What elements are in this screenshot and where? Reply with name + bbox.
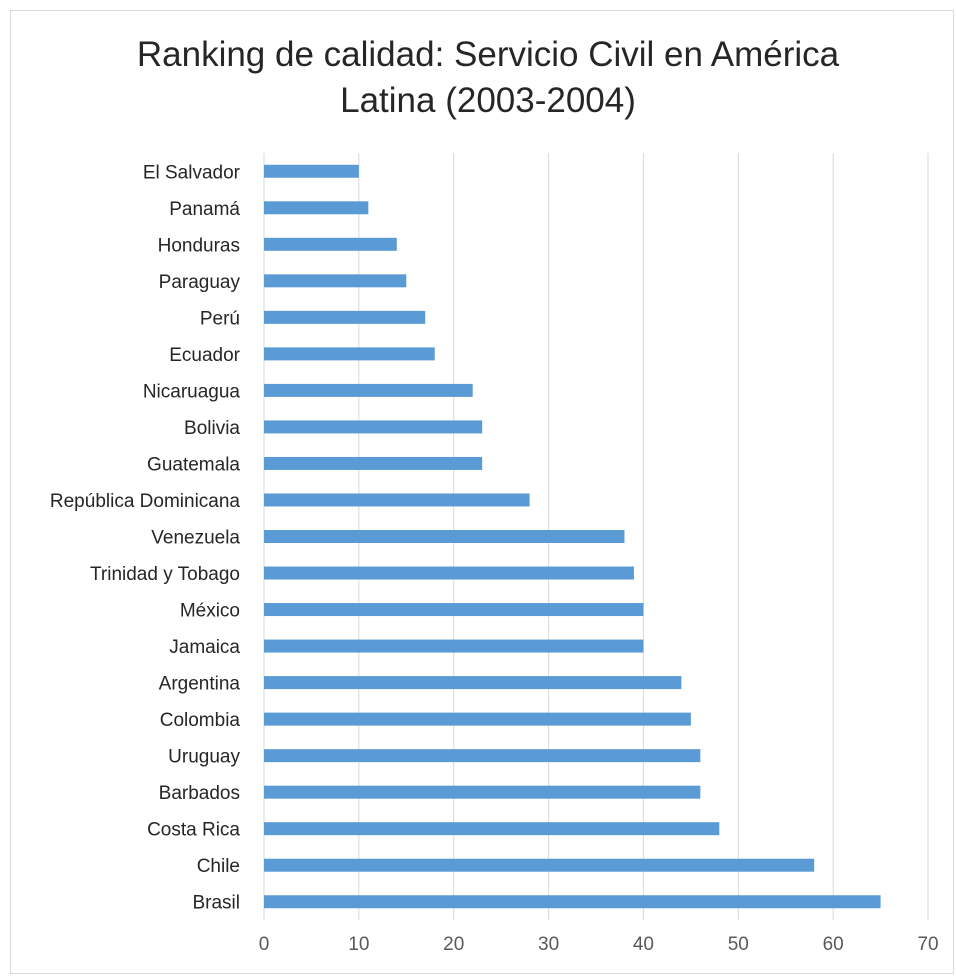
- bar-república-dominicana: [264, 493, 530, 507]
- category-label: Nicaruagua: [143, 381, 241, 402]
- x-tick-label: 50: [728, 934, 749, 955]
- category-label: México: [180, 601, 240, 622]
- bar-argentina: [264, 676, 682, 690]
- category-label: República Dominicana: [50, 491, 241, 512]
- bar-chile: [264, 858, 815, 872]
- category-label: Honduras: [158, 235, 240, 256]
- category-label: Perú: [200, 308, 240, 329]
- category-label: Paraguay: [159, 272, 241, 293]
- category-label: Chile: [197, 856, 240, 877]
- x-tick-labels: 0 10 20 30 40 50 60 70: [259, 934, 939, 955]
- category-label: Costa Rica: [147, 820, 240, 841]
- x-tick-label: 10: [348, 934, 369, 955]
- category-label: Ecuador: [169, 345, 240, 366]
- bar-barbados: [264, 785, 701, 799]
- category-label: Guatemala: [147, 454, 240, 475]
- bar-méxico: [264, 603, 644, 617]
- x-tick-label: 70: [917, 934, 938, 955]
- bars: [264, 164, 881, 909]
- bar-el-salvador: [264, 164, 359, 178]
- x-tick-label: 0: [259, 934, 270, 955]
- bar-honduras: [264, 237, 397, 251]
- bar-ecuador: [264, 347, 435, 361]
- x-tick-label: 40: [633, 934, 654, 955]
- bar-nicaruagua: [264, 383, 473, 397]
- bar-paraguay: [264, 274, 407, 288]
- bar-jamaica: [264, 639, 644, 653]
- bar-colombia: [264, 712, 691, 726]
- x-tick-label: 30: [538, 934, 559, 955]
- category-label: Trinidad y Tobago: [90, 564, 240, 585]
- category-label: Colombia: [160, 710, 241, 731]
- bar-costa-rica: [264, 822, 720, 836]
- category-label: Brasil: [192, 893, 240, 914]
- bar-trinidad-y-tobago: [264, 566, 634, 580]
- chart-frame: [10, 10, 954, 974]
- category-label: Bolivia: [184, 418, 240, 439]
- chart-title-line-2: Latina (2003-2004): [340, 81, 636, 120]
- chart-title-line-1: Ranking de calidad: Servicio Civil en Am…: [136, 35, 840, 74]
- category-label: Uruguay: [168, 747, 240, 768]
- bar-panamá: [264, 201, 369, 215]
- chart-title: Ranking de calidad: Servicio Civil en Am…: [0, 32, 956, 124]
- bar-bolivia: [264, 420, 483, 434]
- x-tick-label: 20: [443, 934, 464, 955]
- category-labels: Brasil Chile Costa Rica Barbados Uruguay Colo…: [50, 162, 241, 913]
- category-label: Panamá: [169, 199, 240, 220]
- bar-uruguay: [264, 749, 701, 763]
- bar-brasil: [264, 895, 881, 909]
- category-label: Venezuela: [151, 528, 240, 549]
- category-label: Jamaica: [169, 637, 240, 658]
- category-label: El Salvador: [143, 162, 241, 183]
- x-tick-label: 60: [823, 934, 844, 955]
- bar-guatemala: [264, 456, 483, 470]
- bar-perú: [264, 310, 426, 324]
- category-label: Argentina: [159, 674, 241, 695]
- bar-venezuela: [264, 530, 625, 543]
- category-label: Barbados: [159, 783, 240, 804]
